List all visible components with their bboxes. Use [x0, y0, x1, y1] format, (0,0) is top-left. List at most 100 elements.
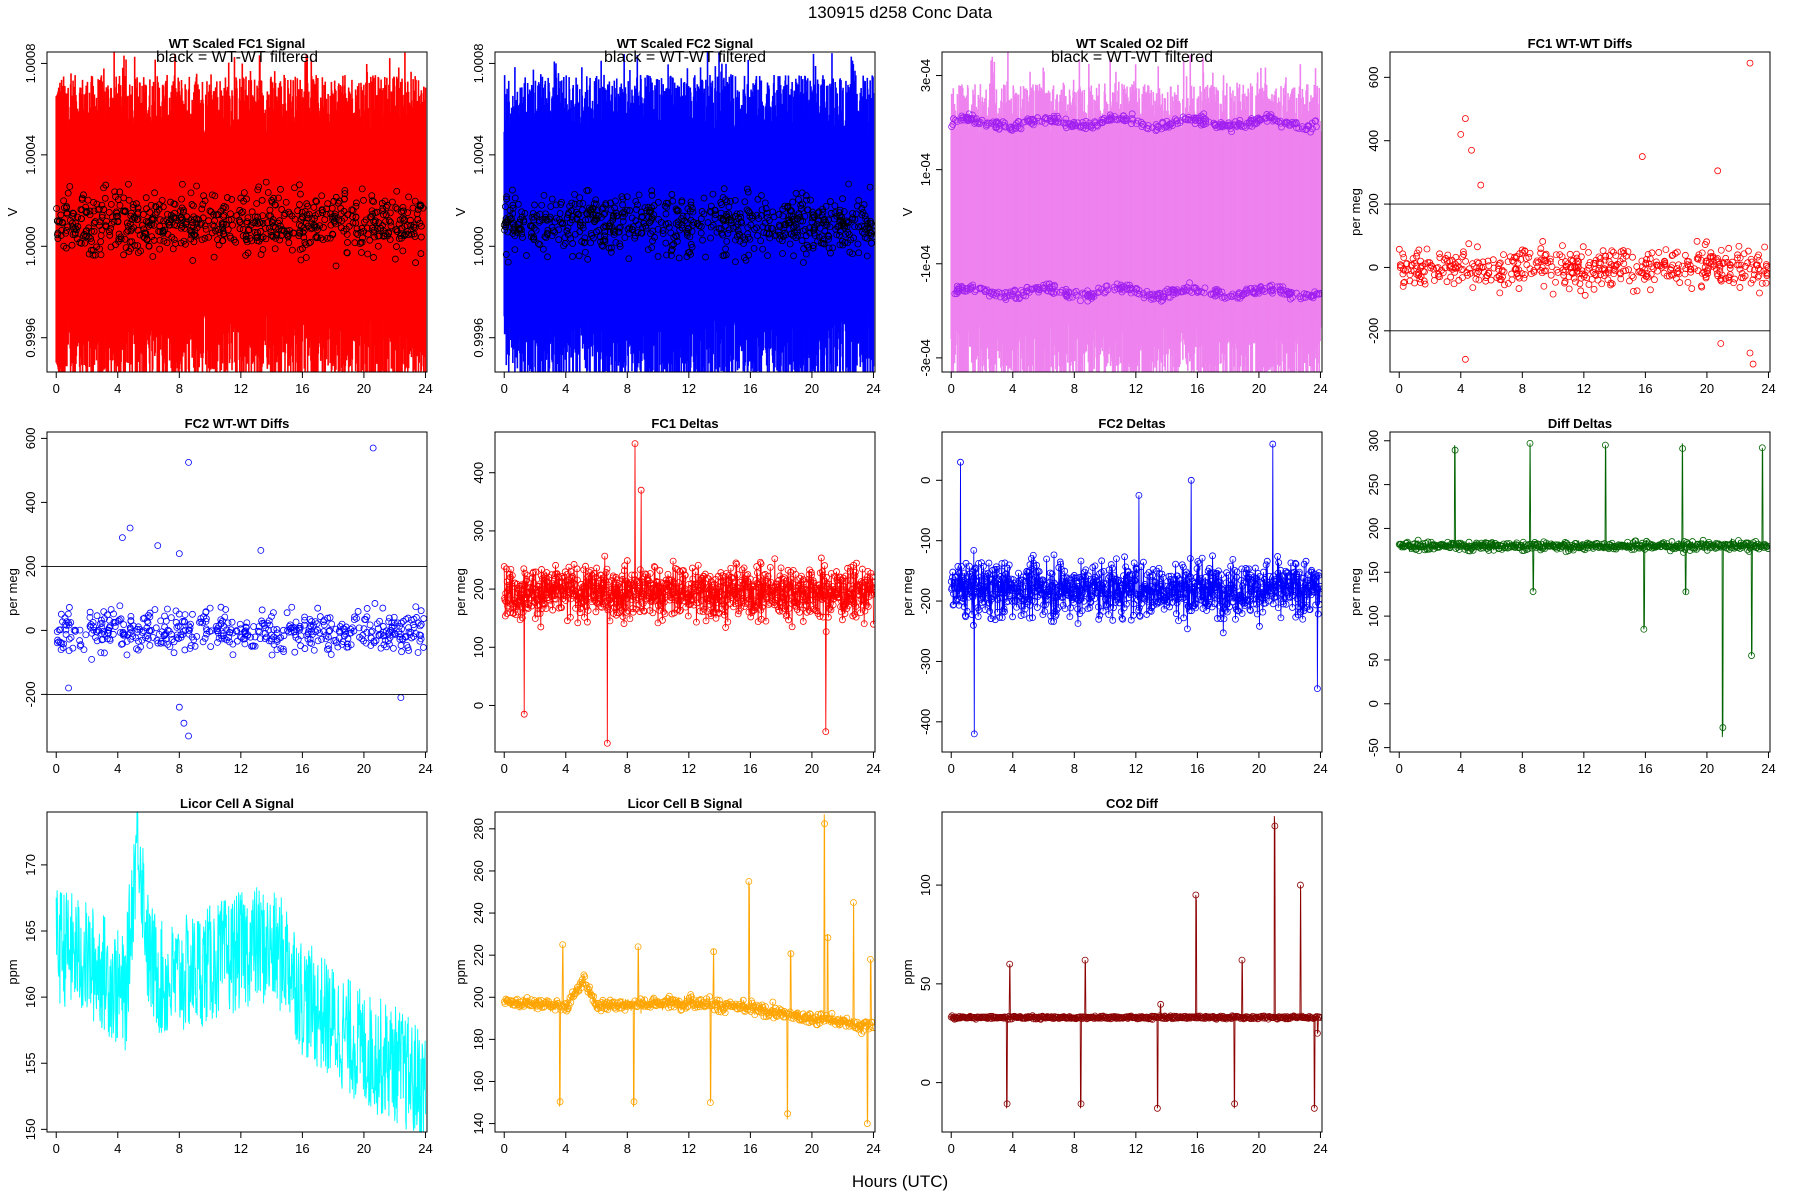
- data-point: [576, 228, 584, 236]
- data-point: [813, 220, 821, 228]
- data-point: [69, 219, 76, 227]
- data-point: [700, 194, 708, 202]
- data-point: [1537, 245, 1545, 252]
- data-point: [327, 221, 335, 229]
- data-point: [298, 213, 306, 221]
- data-point: [548, 223, 556, 231]
- data-point: [1194, 287, 1202, 295]
- data-point: [683, 253, 691, 260]
- data-point: [725, 226, 733, 234]
- data-point: [405, 193, 413, 201]
- data-point: [215, 226, 222, 233]
- data-point: [737, 218, 745, 226]
- data-point: [393, 243, 400, 250]
- data-point: [638, 213, 645, 221]
- data-point: [722, 245, 729, 253]
- data-point: [741, 198, 749, 206]
- data-point: [995, 125, 1003, 133]
- data-point: [403, 222, 411, 229]
- y-axis-label: V: [900, 207, 915, 216]
- data-point: [1088, 293, 1096, 300]
- data-point: [398, 234, 405, 242]
- data-point: [593, 207, 601, 215]
- data-point: [1139, 289, 1147, 297]
- data-point: [1646, 255, 1654, 263]
- x-tick-label: 4: [114, 381, 121, 396]
- data-point: [1269, 117, 1277, 125]
- data-point: [338, 217, 346, 225]
- data-point: [527, 222, 535, 229]
- data-point: [996, 293, 1004, 301]
- data-point: [971, 120, 979, 128]
- data-point: [673, 233, 681, 240]
- data-point: [830, 215, 838, 223]
- data-point: [1116, 115, 1123, 123]
- data-point: [624, 225, 632, 233]
- data-point: [623, 193, 631, 201]
- data-point: [87, 246, 95, 254]
- data-point: [400, 207, 407, 215]
- data-point: [633, 206, 640, 213]
- data-point: [160, 228, 167, 236]
- data-point: [763, 209, 771, 217]
- data-point: [802, 250, 810, 258]
- data-point: [635, 221, 643, 229]
- data-point: [1061, 290, 1069, 298]
- data-point: [1736, 284, 1744, 291]
- data-point: [280, 211, 288, 219]
- data-point: [1050, 283, 1058, 290]
- data-point: [112, 208, 120, 216]
- data-point: [1079, 124, 1087, 132]
- data-point: [1161, 288, 1169, 295]
- data-point: [1154, 294, 1162, 302]
- data-point: [91, 218, 99, 225]
- data-point: [156, 245, 164, 253]
- data-point: [160, 237, 168, 245]
- data-point: [1267, 114, 1275, 121]
- y-axis-label: V: [453, 207, 468, 216]
- data-point: [255, 237, 263, 245]
- data-point: [717, 225, 725, 233]
- data-point: [721, 222, 729, 230]
- data-point: [540, 191, 548, 199]
- data-point: [382, 211, 390, 219]
- data-point: [168, 233, 176, 241]
- data-point: [723, 237, 731, 245]
- data-point: [1198, 288, 1205, 295]
- data-point: [332, 193, 340, 201]
- data-point: [668, 242, 676, 249]
- data-point: [249, 219, 257, 227]
- data-point: [542, 234, 550, 242]
- data-point: [618, 193, 626, 201]
- data-point: [1268, 281, 1276, 289]
- data-point: [1312, 117, 1319, 125]
- data-point: [1163, 117, 1171, 125]
- data-point: [159, 227, 167, 235]
- data-point: [845, 231, 853, 238]
- data-point: [1079, 119, 1086, 126]
- data-point: [312, 233, 320, 241]
- data-point: [1755, 265, 1762, 272]
- data-point: [593, 215, 601, 223]
- data-point: [266, 206, 274, 214]
- data-point: [954, 288, 962, 296]
- data-point: [188, 231, 196, 239]
- data-point: [216, 229, 224, 237]
- data-point: [370, 198, 378, 206]
- data-point: [116, 188, 124, 196]
- data-point: [105, 208, 113, 216]
- data-point: [159, 203, 167, 211]
- data-point: [1676, 279, 1684, 286]
- data-point: [713, 228, 721, 236]
- data-point: [310, 221, 318, 229]
- data-point: [299, 229, 307, 236]
- data-point: [1128, 120, 1135, 128]
- x-tick-label: 12: [682, 381, 696, 396]
- y-tick-label: 1.0008: [23, 44, 38, 84]
- data-point: [1279, 287, 1287, 294]
- data-point: [297, 190, 304, 198]
- data-point: [959, 286, 967, 294]
- data-point: [182, 221, 190, 229]
- data-point: [1140, 291, 1148, 299]
- data-point: [396, 216, 404, 224]
